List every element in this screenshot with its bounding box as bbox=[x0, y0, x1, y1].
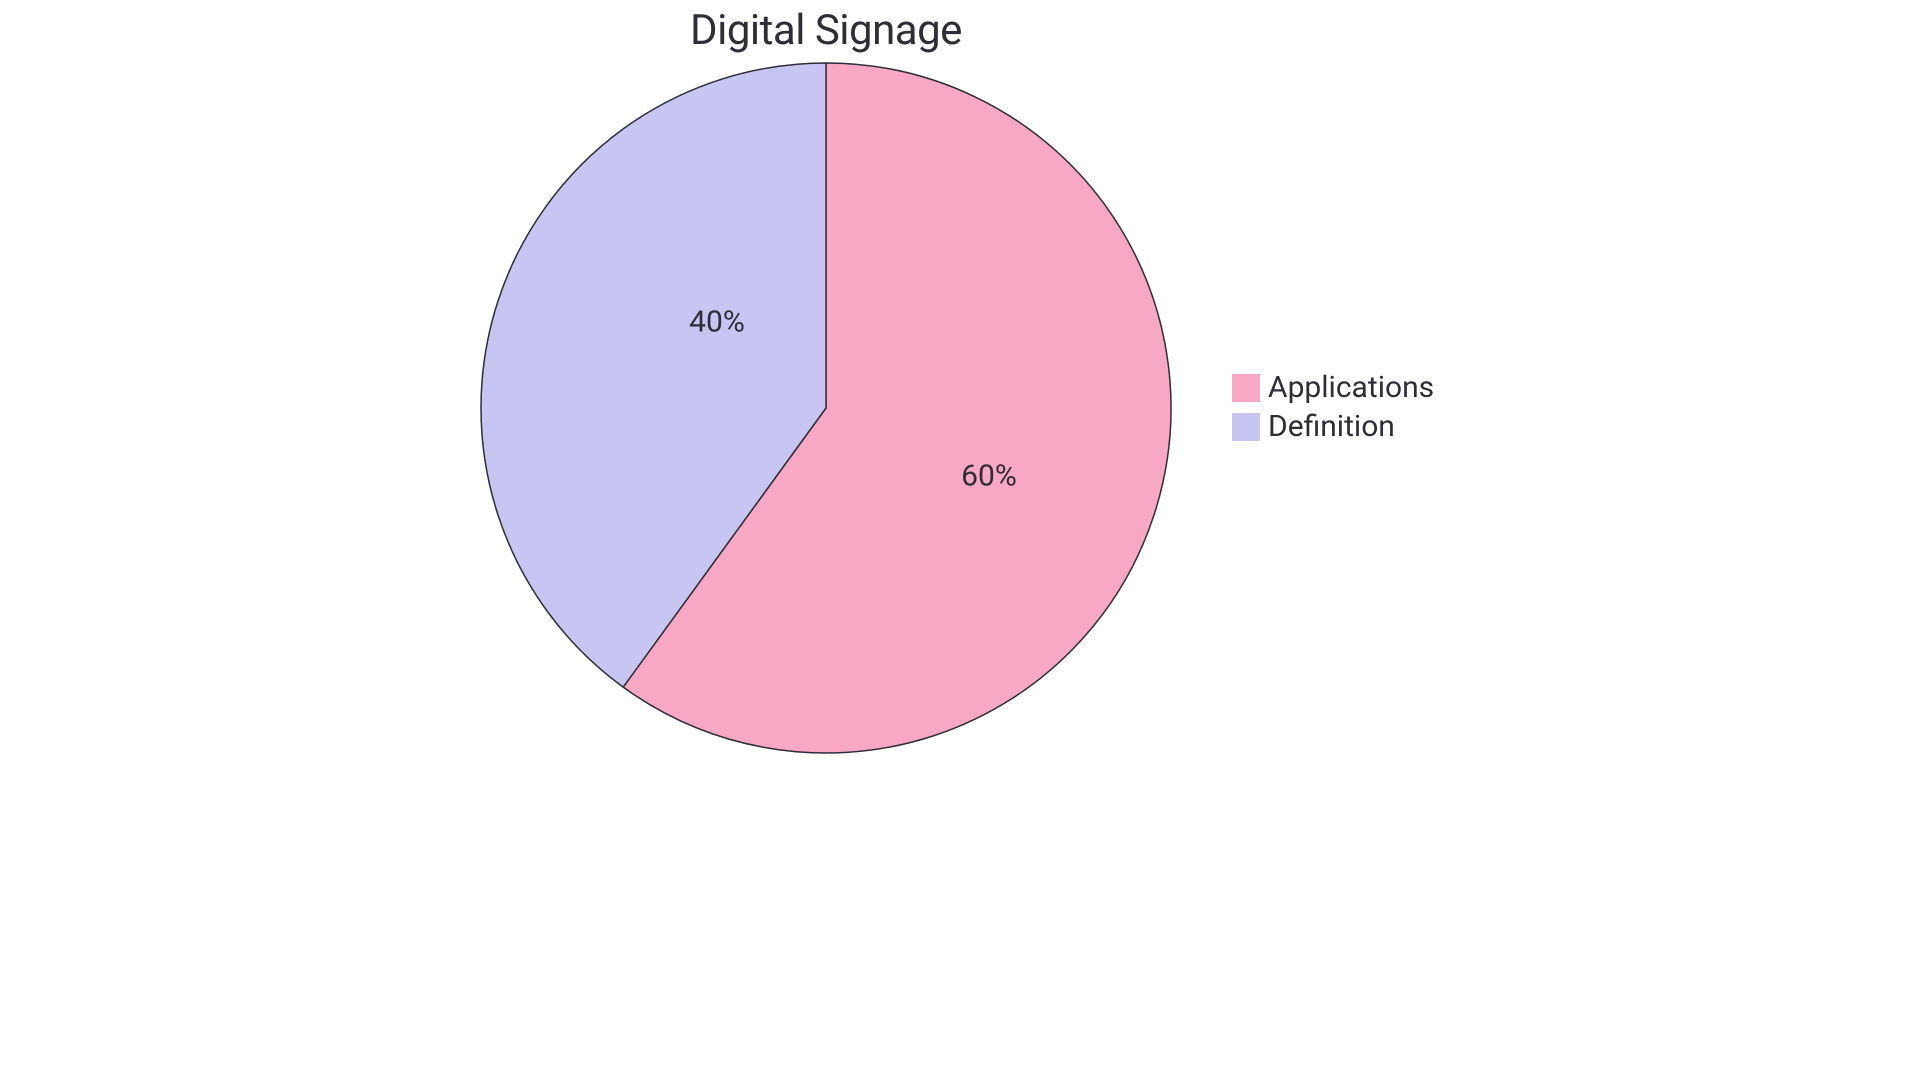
pie-svg bbox=[479, 61, 1173, 755]
legend-label-definition: Definition bbox=[1268, 409, 1395, 444]
legend-swatch-applications bbox=[1232, 374, 1260, 402]
legend-item-definition: Definition bbox=[1232, 409, 1434, 444]
pie-chart: Digital Signage 60% 40% Applications Def… bbox=[232, 0, 1688, 816]
legend-item-applications: Applications bbox=[1232, 370, 1434, 405]
legend: Applications Definition bbox=[1232, 370, 1434, 448]
chart-title: Digital Signage bbox=[690, 6, 962, 55]
slice-label-definition: 40% bbox=[689, 305, 745, 340]
legend-label-applications: Applications bbox=[1268, 370, 1434, 405]
slice-label-applications: 60% bbox=[961, 459, 1017, 494]
legend-swatch-definition bbox=[1232, 413, 1260, 441]
